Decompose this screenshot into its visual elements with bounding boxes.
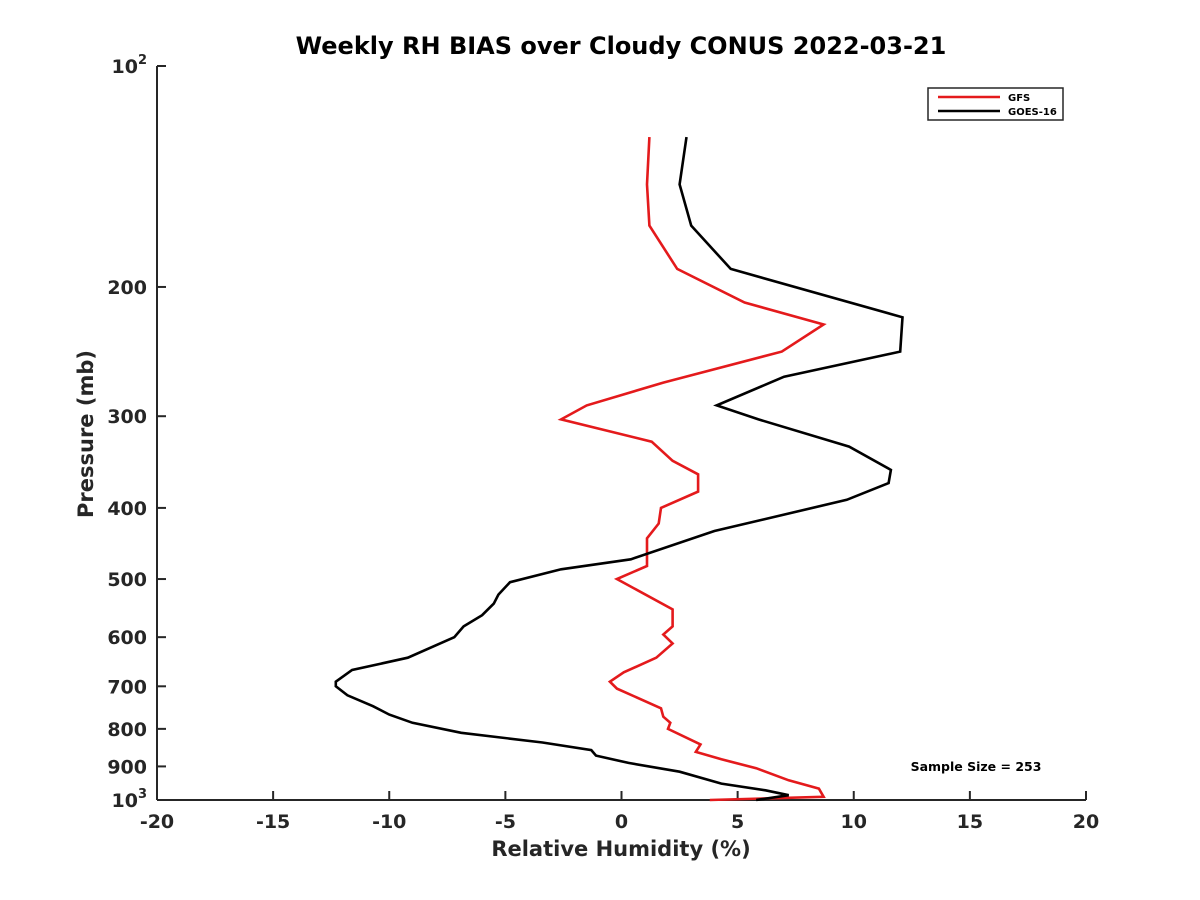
- y-tick-label: 900: [107, 756, 147, 778]
- x-tick-label: -5: [495, 811, 516, 833]
- plot-series: [334, 136, 904, 802]
- legend: GFS GOES-16: [927, 87, 1064, 121]
- series-line-goes-16: [334, 136, 904, 802]
- y-tick-label: 102: [112, 53, 148, 78]
- y-tick-label: 500: [107, 569, 147, 591]
- y-tick-label: 700: [107, 676, 147, 698]
- y-tick-label: 103: [112, 787, 148, 812]
- x-tick-label: 10: [841, 811, 867, 833]
- legend-label: GFS: [1008, 93, 1030, 104]
- series-line-gfs: [557, 137, 827, 802]
- x-tick-label: 20: [1073, 811, 1099, 833]
- y-tick-label: 200: [107, 277, 147, 299]
- y-axis-label: Pressure (mb): [74, 350, 98, 518]
- y-tick-label: 600: [107, 627, 147, 649]
- legend-label: GOES-16: [1008, 107, 1057, 118]
- y-tick-label: 300: [107, 406, 147, 428]
- x-tick-label: 15: [957, 811, 983, 833]
- x-tick-label: -20: [140, 811, 174, 833]
- legend-box: [927, 87, 1064, 121]
- axes: -20 -15 -10 -5 0 5 10 15 20 102 200 300 400 500 600 700…: [107, 53, 1099, 833]
- x-axis-label: Relative Humidity (%): [491, 837, 750, 861]
- x-tick-label: 0: [615, 811, 628, 833]
- y-tick-label: 400: [107, 498, 147, 520]
- x-tick-label: -15: [256, 811, 290, 833]
- x-tick-label: 5: [731, 811, 744, 833]
- chart-title: Weekly RH BIAS over Cloudy CONUS 2022-03…: [296, 32, 947, 60]
- y-tick-label: 800: [107, 719, 147, 741]
- x-tick-label: -10: [372, 811, 406, 833]
- sample-size-annotation: Sample Size = 253: [911, 759, 1042, 774]
